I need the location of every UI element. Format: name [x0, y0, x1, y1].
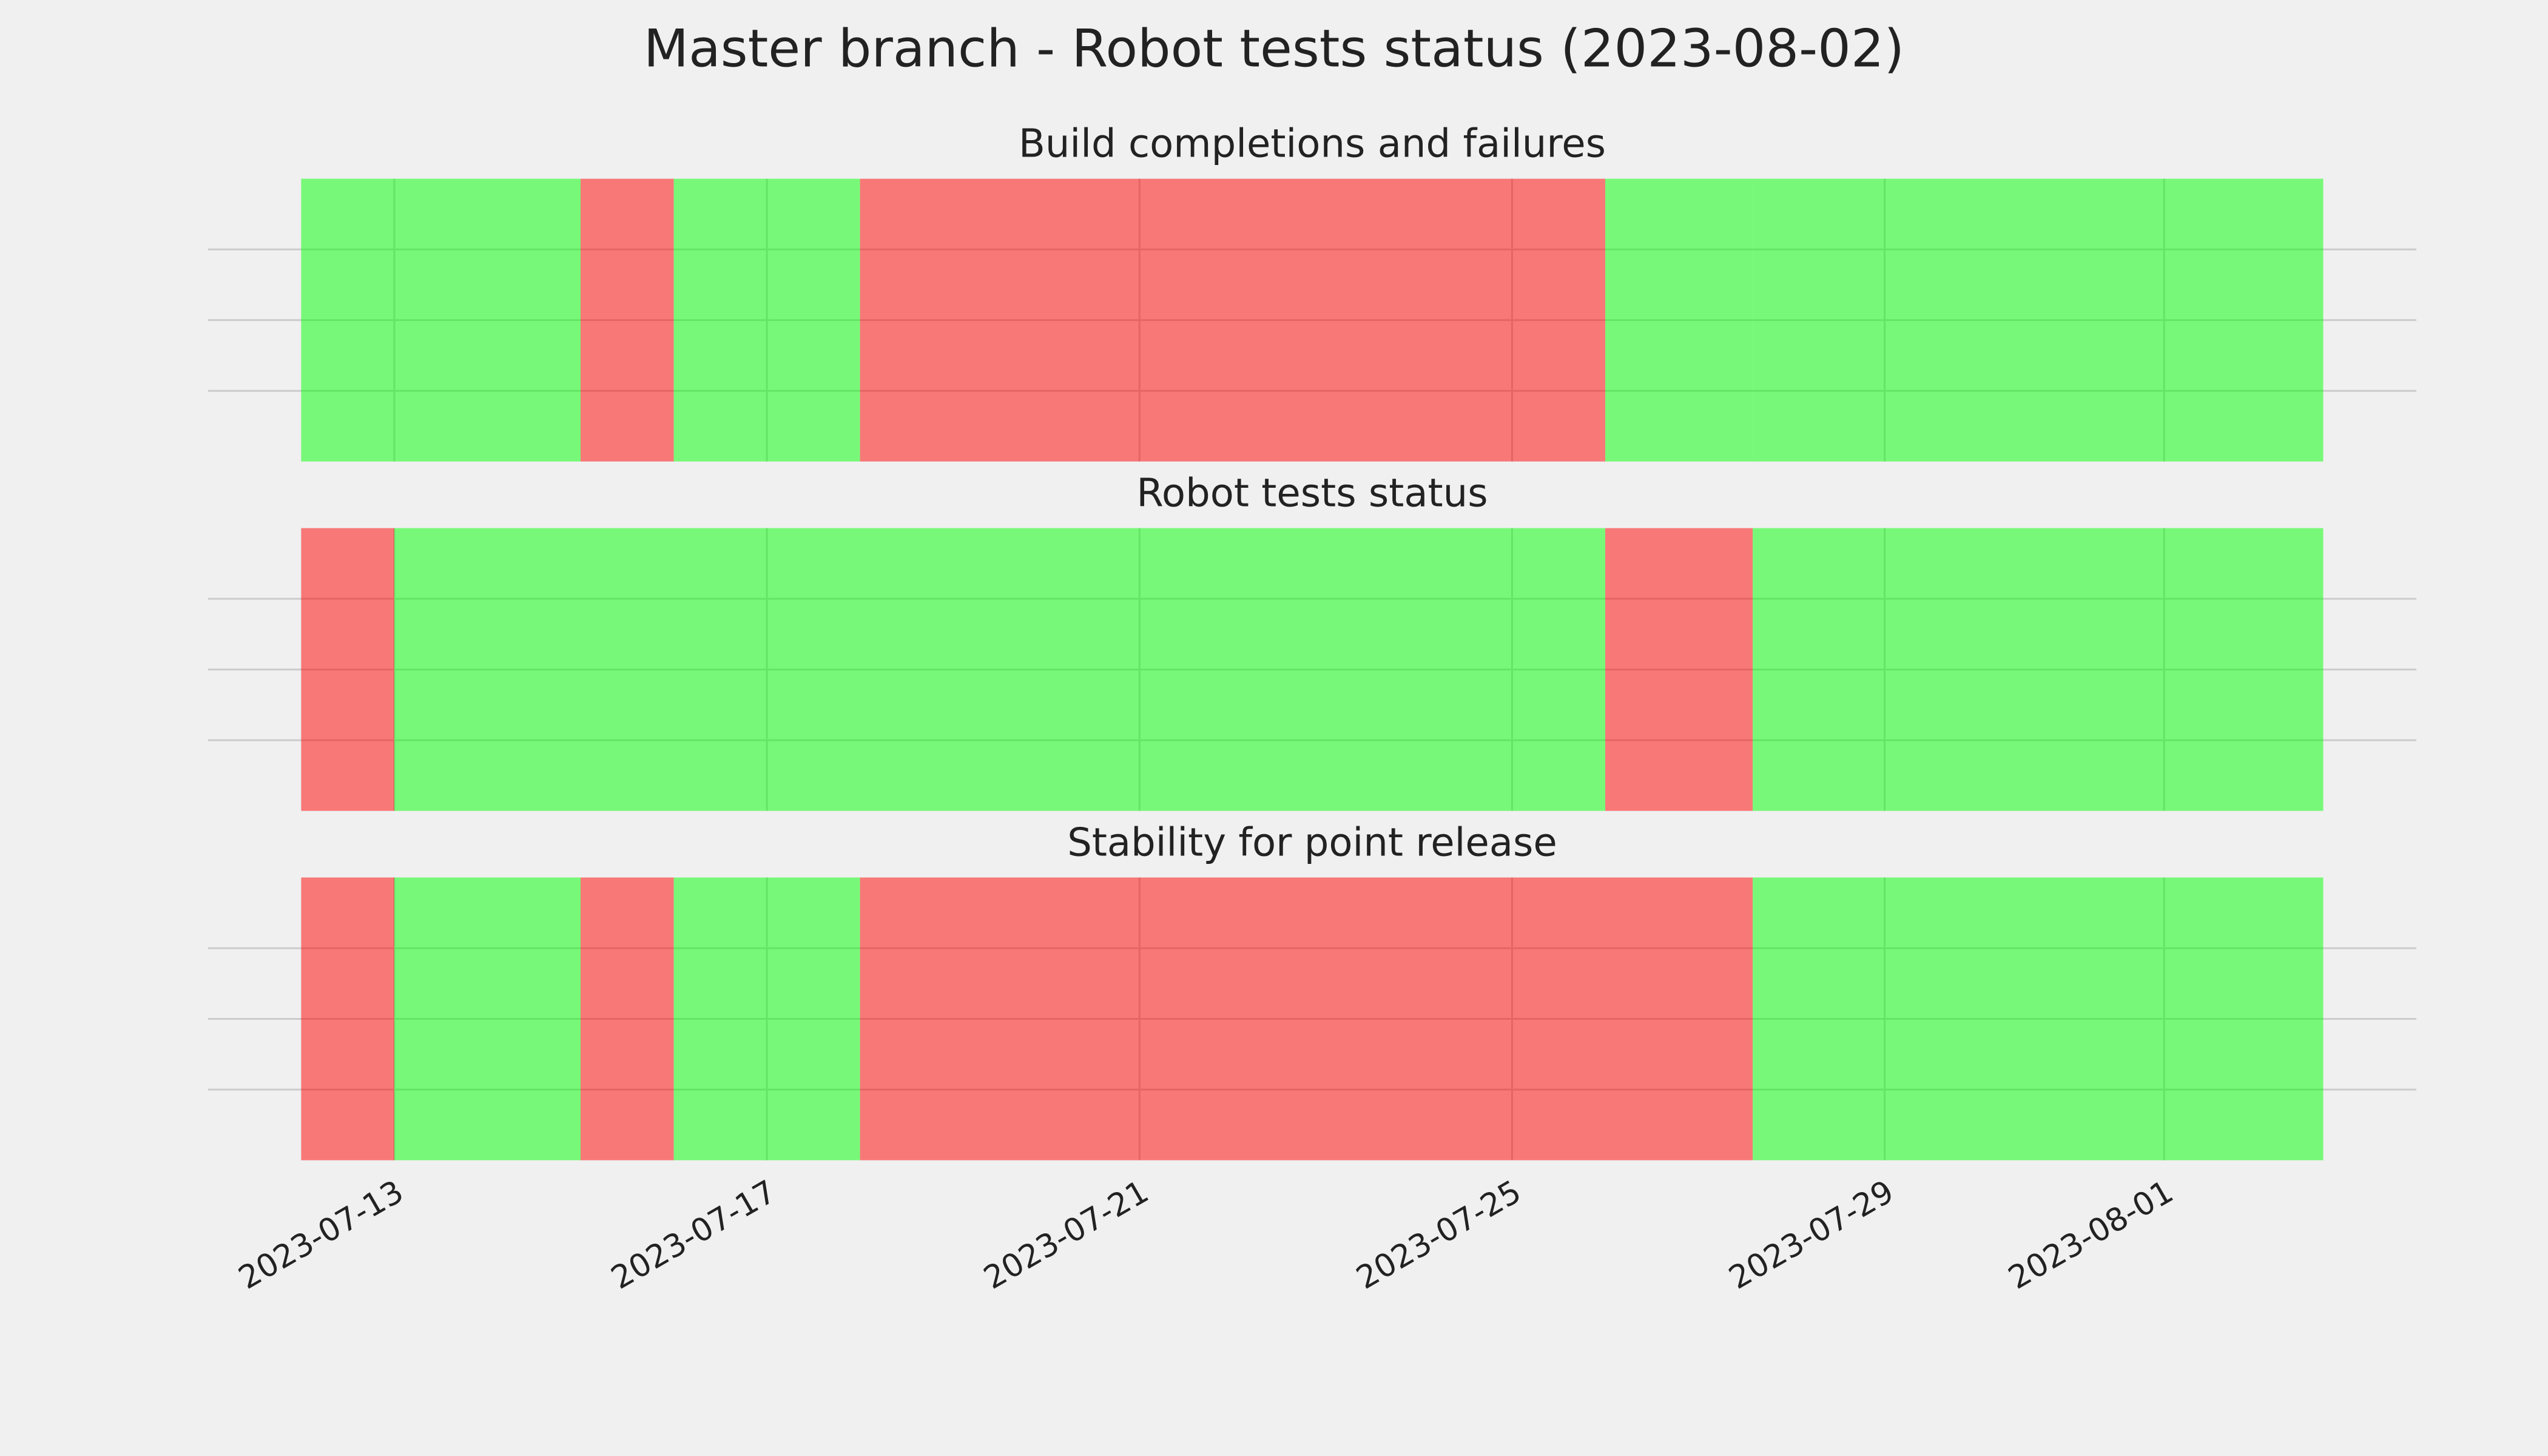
status-segment: [673, 178, 860, 462]
status-segment: [1753, 178, 2324, 462]
status-segment: [301, 877, 394, 1161]
status-segment: [860, 178, 1605, 462]
chart-title: Master branch - Robot tests status (2023…: [644, 18, 1904, 79]
subplot-title: Build completions and failures: [1019, 122, 1606, 167]
status-segment: [1605, 528, 1753, 811]
status-segment: [1605, 178, 1753, 462]
status-segment: [1753, 528, 2324, 811]
status-segment: [860, 877, 1753, 1161]
status-segment: [581, 178, 674, 462]
status-segment: [394, 877, 581, 1161]
status-segment: [301, 178, 581, 462]
status-segment: [394, 528, 1605, 811]
status-segment: [1753, 877, 2324, 1161]
status-segment: [673, 877, 860, 1161]
status-segment: [581, 877, 674, 1161]
subplot-title: Robot tests status: [1136, 471, 1488, 516]
status-segment: [301, 528, 394, 811]
subplot-title: Stability for point release: [1067, 820, 1557, 865]
